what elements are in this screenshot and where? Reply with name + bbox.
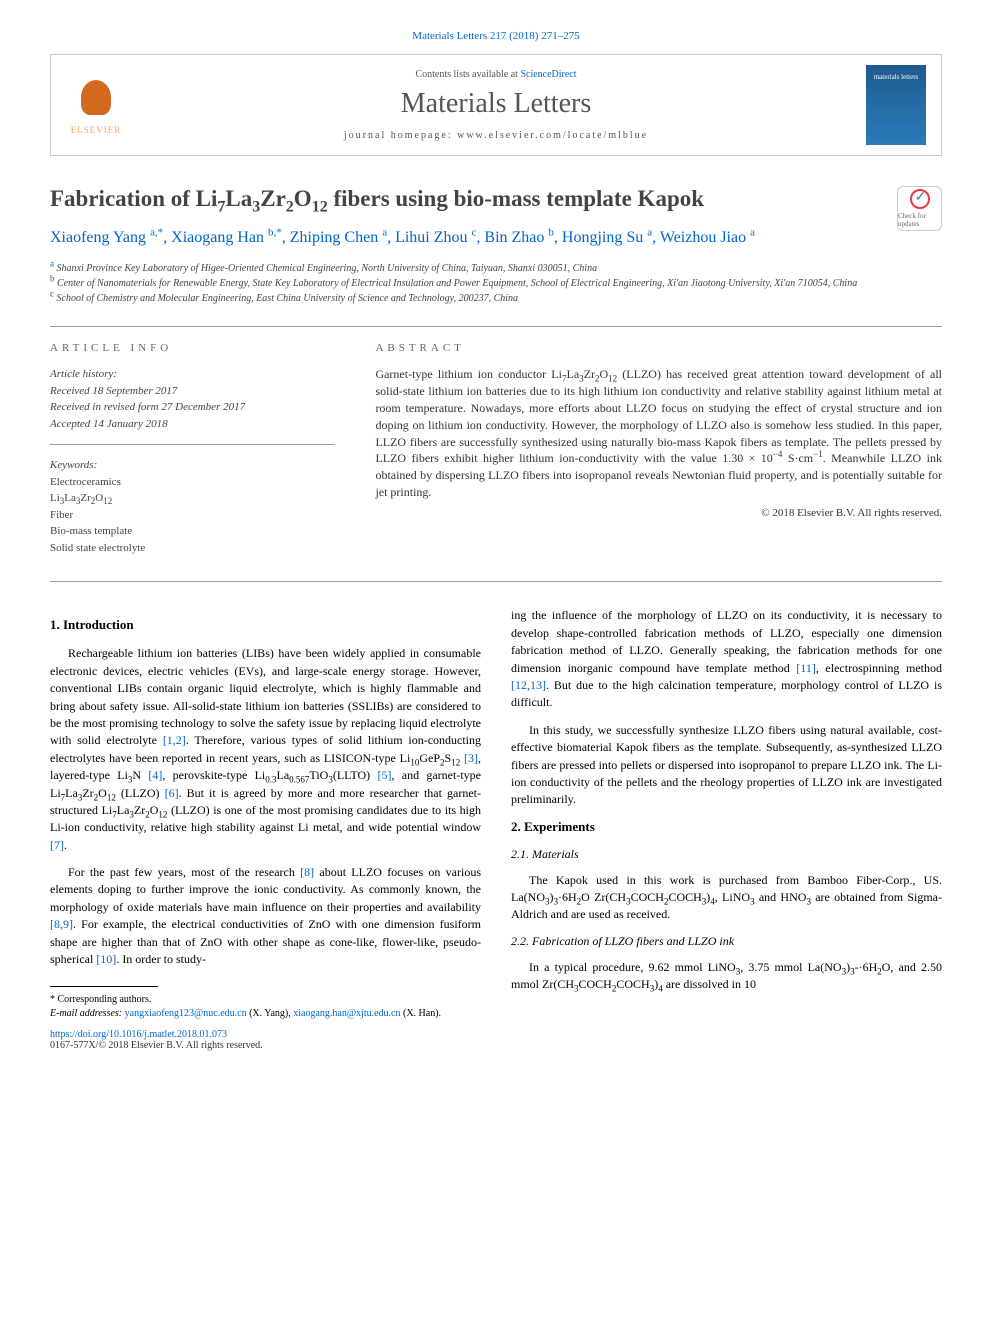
- divider: [50, 326, 942, 327]
- left-column: 1. Introduction Rechargeable lithium ion…: [50, 607, 481, 1051]
- homepage-url[interactable]: www.elsevier.com/locate/mlblue: [457, 130, 648, 141]
- abstract-copyright: © 2018 Elsevier B.V. All rights reserved…: [375, 507, 942, 519]
- info-row: article info Article history: Received 1…: [50, 342, 942, 556]
- history-label: Article history:: [50, 366, 335, 383]
- affiliation: c School of Chemistry and Molecular Engi…: [50, 291, 942, 306]
- homepage-label: journal homepage:: [344, 130, 457, 141]
- keyword: Solid state electrolyte: [50, 540, 335, 557]
- article-info-label: article info: [50, 342, 335, 354]
- keyword: Fiber: [50, 507, 335, 524]
- elsevier-tree-icon: [71, 75, 121, 125]
- crossmark-icon: [910, 189, 930, 209]
- intro-paragraph: In this study, we successfully synthesiz…: [511, 722, 942, 809]
- intro-paragraph: Rechargeable lithium ion batteries (LIBs…: [50, 645, 481, 854]
- article-info-column: article info Article history: Received 1…: [50, 342, 335, 556]
- contents-prefix: Contents lists available at: [415, 69, 520, 80]
- affiliations: a Shanxi Province Key Laboratory of Hige…: [50, 261, 942, 306]
- journal-name: Materials Letters: [141, 88, 851, 120]
- doi-link[interactable]: https://doi.org/10.1016/j.matlet.2018.01…: [50, 1029, 481, 1040]
- keywords-block: Keywords: Electroceramics Li3La3Zr2O12 F…: [50, 457, 335, 556]
- elsevier-logo[interactable]: ELSEVIER: [66, 70, 126, 140]
- footnote-divider: [50, 986, 158, 987]
- journal-header: ELSEVIER Contents lists available at Sci…: [50, 54, 942, 156]
- journal-homepage: journal homepage: www.elsevier.com/locat…: [141, 130, 851, 141]
- crossmark-badge[interactable]: Check for updates: [897, 186, 942, 231]
- citation-line: Materials Letters 217 (2018) 271–275: [50, 30, 942, 42]
- right-column: ing the influence of the morphology of L…: [511, 607, 942, 1051]
- keyword: Bio-mass template: [50, 523, 335, 540]
- divider: [50, 581, 942, 582]
- publisher-line: 0167-577X/© 2018 Elsevier B.V. All right…: [50, 1040, 481, 1051]
- body-columns: 1. Introduction Rechargeable lithium ion…: [50, 607, 942, 1051]
- history-block: Article history: Received 18 September 2…: [50, 366, 335, 445]
- footnote-block: * Corresponding authors. E-mail addresse…: [50, 993, 481, 1021]
- fabrication-paragraph: In a typical procedure, 9.62 mmol LiNO3,…: [511, 959, 942, 994]
- corresponding-note: * Corresponding authors.: [50, 993, 481, 1007]
- email-label: E-mail addresses:: [50, 1008, 125, 1019]
- abstract-column: abstract Garnet-type lithium ion conduct…: [375, 342, 942, 556]
- article-title: Fabrication of Li7La3Zr2O12 fibers using…: [50, 186, 942, 212]
- crossmark-label: Check for updates: [898, 212, 941, 228]
- history-item: Accepted 14 January 2018: [50, 416, 335, 433]
- email-name: (X. Yang),: [247, 1008, 294, 1019]
- sciencedirect-link[interactable]: ScienceDirect: [520, 69, 576, 80]
- affiliation: a Shanxi Province Key Laboratory of Hige…: [50, 261, 942, 276]
- fabrication-heading: 2.2. Fabrication of LLZO fibers and LLZO…: [511, 934, 942, 949]
- intro-heading: 1. Introduction: [50, 617, 481, 633]
- materials-paragraph: The Kapok used in this work is purchased…: [511, 872, 942, 924]
- contents-line: Contents lists available at ScienceDirec…: [141, 69, 851, 80]
- intro-paragraph: For the past few years, most of the rese…: [50, 864, 481, 968]
- authors-line: Xiaofeng Yang a,*, Xiaogang Han b,*, Zhi…: [50, 227, 942, 249]
- elsevier-label: ELSEVIER: [71, 125, 122, 135]
- history-item: Received in revised form 27 December 201…: [50, 399, 335, 416]
- keyword: Electroceramics: [50, 474, 335, 491]
- keywords-label: Keywords:: [50, 457, 335, 474]
- journal-cover-thumbnail[interactable]: materials letters: [866, 65, 926, 145]
- experiments-heading: 2. Experiments: [511, 819, 942, 835]
- email-name: (X. Han).: [401, 1008, 442, 1019]
- keyword: Li3La3Zr2O12: [50, 490, 335, 507]
- header-center: Contents lists available at ScienceDirec…: [141, 69, 851, 141]
- history-item: Received 18 September 2017: [50, 383, 335, 400]
- intro-paragraph-cont: ing the influence of the morphology of L…: [511, 607, 942, 711]
- materials-heading: 2.1. Materials: [511, 847, 942, 862]
- abstract-text: Garnet-type lithium ion conductor Li7La3…: [375, 366, 942, 500]
- affiliation: b Center of Nanomaterials for Renewable …: [50, 276, 942, 291]
- email-line: E-mail addresses: yangxiaofeng123@nuc.ed…: [50, 1007, 481, 1021]
- email-link[interactable]: yangxiaofeng123@nuc.edu.cn: [125, 1008, 247, 1019]
- abstract-label: abstract: [375, 342, 942, 354]
- email-link[interactable]: xiaogang.han@xjtu.edu.cn: [293, 1008, 400, 1019]
- cover-text: materials letters: [874, 73, 919, 81]
